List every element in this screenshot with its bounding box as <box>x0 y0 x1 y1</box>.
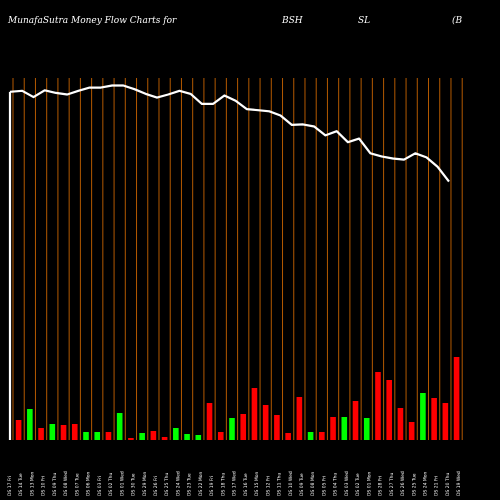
x-tick-label: DS 06 Mon <box>86 471 92 496</box>
x-tick-label: DS 27 Thu <box>389 472 395 496</box>
flow-bar <box>217 432 224 440</box>
flow-bar <box>262 405 269 440</box>
flow-bar <box>49 424 56 440</box>
flow-bar <box>105 432 112 440</box>
x-tick-label: DS 29 Mon <box>142 471 148 496</box>
x-tick-label: DS 03 Fri <box>97 476 103 496</box>
flow-bar <box>296 397 303 440</box>
flow-bar <box>15 420 22 440</box>
flow-bar <box>83 432 89 440</box>
x-tick-label: DS 02 Thu <box>108 472 114 496</box>
x-tick-label: DS 19 Fri <box>209 476 215 496</box>
flow-bar <box>150 431 157 440</box>
chart-company-fragment: (B <box>452 16 463 26</box>
flow-bar <box>94 432 101 440</box>
x-tick-label: DS 16 Tue <box>243 473 249 496</box>
x-tick-label: DS 05 Fri <box>321 476 327 496</box>
x-tick-label: DS 21 Fri <box>434 476 440 496</box>
flow-bar <box>139 433 145 440</box>
chart-site-title: MunafaSutra Money Flow Charts for <box>8 16 177 26</box>
flow-bar <box>319 432 325 440</box>
flow-bar <box>397 408 404 440</box>
x-tick-label: DS 09 Thu <box>52 472 58 496</box>
x-tick-label: DS 26 Wed <box>400 471 406 496</box>
x-tick-label: DS 28 Fri <box>378 476 384 496</box>
flow-bar <box>229 418 235 440</box>
flow-bar <box>352 401 359 440</box>
flow-bar <box>38 428 44 440</box>
x-tick-label: DS 01 Mon <box>366 471 372 496</box>
x-tick-label: DS 03 Wed <box>344 471 350 496</box>
price-line <box>9 84 450 183</box>
flow-bar <box>375 372 381 440</box>
flow-bar <box>27 409 33 440</box>
x-tick-label: DS 11 Thu <box>277 472 283 496</box>
flow-bar <box>408 422 415 440</box>
x-tick-label: DS 30 Tue <box>131 473 137 496</box>
x-tick-label: DS 26 Fri <box>153 476 159 496</box>
flow-bar <box>184 434 190 440</box>
flow-bar <box>60 425 67 440</box>
x-tick-label: DS 09 Tue <box>299 473 305 496</box>
flow-bar <box>330 417 336 440</box>
x-tick-label: DS 04 Thu <box>333 472 339 496</box>
x-tick-label: DS 15 Mon <box>254 471 260 496</box>
x-tick-label: DS 13 Mon <box>29 471 35 496</box>
flow-bar <box>453 357 460 440</box>
x-tick-label: DS 10 Fri <box>41 476 47 496</box>
flow-bar <box>442 403 449 440</box>
x-tick-label: DS 23 Tue <box>187 473 193 496</box>
flow-bar <box>161 437 168 440</box>
flow-bar <box>274 415 280 440</box>
x-tick-label: DS 24 Wed <box>175 471 181 496</box>
chart-segment: SL <box>358 16 371 26</box>
flow-bar <box>363 418 370 440</box>
grid-lines <box>12 78 463 440</box>
x-tick-label: DS 08 Wed <box>63 471 69 496</box>
x-tick-label: DS 12 Fri <box>265 476 271 496</box>
flow-bar <box>341 417 348 440</box>
x-tick-label: DS 18 Thu <box>220 472 226 496</box>
x-tick-label: DS 01 Wed <box>119 471 125 496</box>
x-axis-labels: DS 17 Fri DS 14 Tue DS 13 Mon DS 10 Fri DS 0… <box>7 471 462 496</box>
x-tick-label: DS 02 Tue <box>355 473 361 496</box>
x-tick-label: DS 17 Fri <box>7 476 13 496</box>
flow-bar <box>431 398 437 440</box>
x-tick-label: DS 25 Tue <box>411 473 417 496</box>
flow-bar <box>195 435 202 440</box>
x-tick-label: DS 17 Wed <box>232 471 238 496</box>
flow-bar <box>307 432 314 440</box>
flow-bar <box>420 393 426 440</box>
price-line-group <box>8 84 450 440</box>
x-tick-label: DS 25 Thu <box>164 472 170 496</box>
flow-bar <box>251 388 258 440</box>
x-tick-label: DS 19 Wed <box>456 471 462 496</box>
flow-bar <box>206 403 213 440</box>
flow-bar <box>240 414 247 440</box>
x-tick-label: DS 10 Wed <box>288 471 294 496</box>
chart-symbol: BSH <box>282 16 303 26</box>
x-tick-label: DS 07 Tue <box>74 473 80 496</box>
x-tick-label: DS 14 Tue <box>18 473 24 496</box>
flow-bar <box>173 428 179 440</box>
flow-bar <box>71 424 78 440</box>
flow-bar <box>116 413 123 440</box>
flow-bar <box>386 380 393 440</box>
money-flow-bars <box>15 357 460 440</box>
x-tick-label: DS 08 Mon <box>310 471 316 496</box>
x-tick-label: DS 20 Thu <box>445 472 451 496</box>
x-tick-label: DS 24 Mon <box>423 471 429 496</box>
x-tick-label: DS 22 Mon <box>198 471 204 496</box>
flow-bar <box>128 438 134 440</box>
flow-bar <box>285 433 291 440</box>
